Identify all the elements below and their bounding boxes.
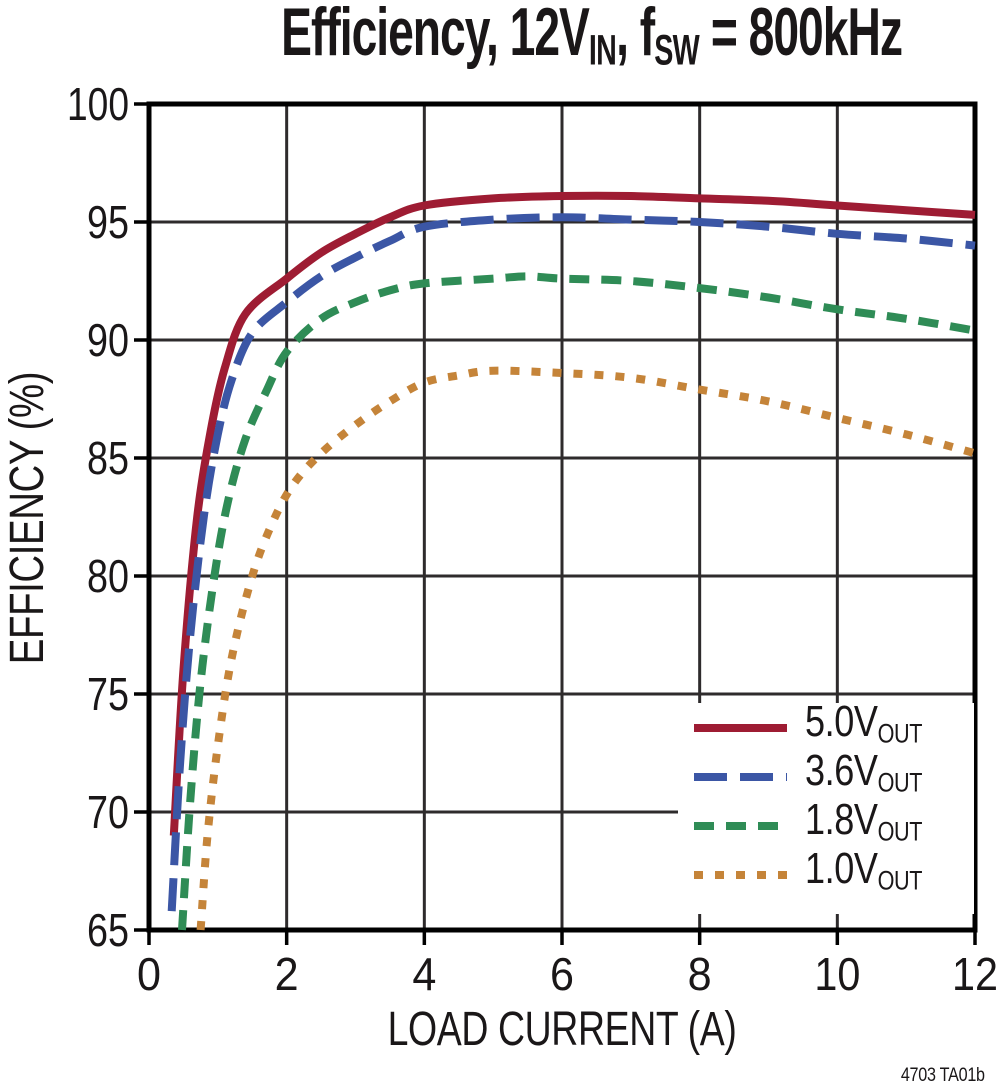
figure-id: 4703 TA01b: [901, 1065, 985, 1086]
y-tick-label-65: 65: [87, 904, 129, 956]
legend-label-sub: OUT: [877, 767, 923, 798]
y-tick-label-70: 70: [87, 786, 129, 838]
legend-swatch-1v8-line-icon: [694, 821, 787, 830]
x-axis-title: LOAD CURRENT (A): [387, 1003, 737, 1056]
x-tick-label-10: 10: [814, 948, 860, 1000]
x-tick-label-4: 4: [412, 948, 436, 1000]
legend: 5.0VOUT 3.6VOUT 1.8VOUT 1.0VOUT: [678, 699, 974, 914]
legend-label-3v6: 3.6VOUT: [805, 745, 923, 805]
y-axis-title: EFFICIENCY (%): [1, 371, 54, 665]
curve-5v0: [169, 191, 976, 836]
y-tick-label-90: 90: [87, 314, 129, 366]
chart-title-text: Efficiency, 12V: [281, 0, 590, 70]
chart-title-text: , f: [616, 0, 655, 70]
y-tick-label-75: 75: [87, 668, 129, 720]
plot-frame: [146, 101, 978, 933]
chart-title-sub-sw: SW: [654, 26, 700, 74]
x-tick-label-8: 8: [688, 948, 712, 1000]
legend-label-text: 1.8V: [805, 794, 878, 844]
legend-label-5v0: 5.0VOUT: [805, 696, 923, 756]
legend-item-1v0: 1.0VOUT: [678, 846, 974, 899]
legend-swatch-3v6-line-icon: [694, 772, 787, 781]
legend-label-1v8: 1.8VOUT: [805, 794, 923, 854]
legend-label-1v0: 1.0VOUT: [805, 843, 923, 903]
legend-label-text: 3.6V: [805, 745, 878, 795]
x-tick-label-12: 12: [952, 948, 997, 1000]
legend-label-sub: OUT: [877, 865, 923, 896]
chart-title-sub-in: IN: [588, 26, 617, 74]
chart-title: Efficiency, 12VIN, fSW = 800kHz: [281, 0, 903, 88]
legend-label-sub: OUT: [877, 816, 923, 847]
legend-item-3v6: 3.6VOUT: [678, 748, 974, 801]
legend-item-5v0: 5.0VOUT: [678, 699, 974, 752]
y-tick-label-95: 95: [87, 196, 129, 248]
legend-item-1v8: 1.8VOUT: [678, 797, 974, 850]
curve-1v8: [178, 272, 976, 931]
legend-swatch-1v0-line-icon: [694, 870, 787, 879]
legend-label-text: 5.0V: [805, 696, 878, 746]
y-tick-label-100: 100: [67, 78, 129, 130]
legend-label-text: 1.0V: [805, 843, 878, 893]
x-tick-label-0: 0: [137, 948, 161, 1000]
legend-label-sub: OUT: [877, 718, 923, 749]
curve-3v6: [167, 213, 976, 912]
y-tick-label-85: 85: [87, 432, 129, 484]
chart-title-text: = 800kHz: [699, 0, 903, 70]
x-tick-label-2: 2: [275, 948, 299, 1000]
y-tick-label-80: 80: [87, 550, 129, 602]
x-tick-label-6: 6: [550, 948, 574, 1000]
curve-1v0: [196, 366, 977, 931]
legend-swatch-5v0-line-icon: [694, 723, 787, 732]
